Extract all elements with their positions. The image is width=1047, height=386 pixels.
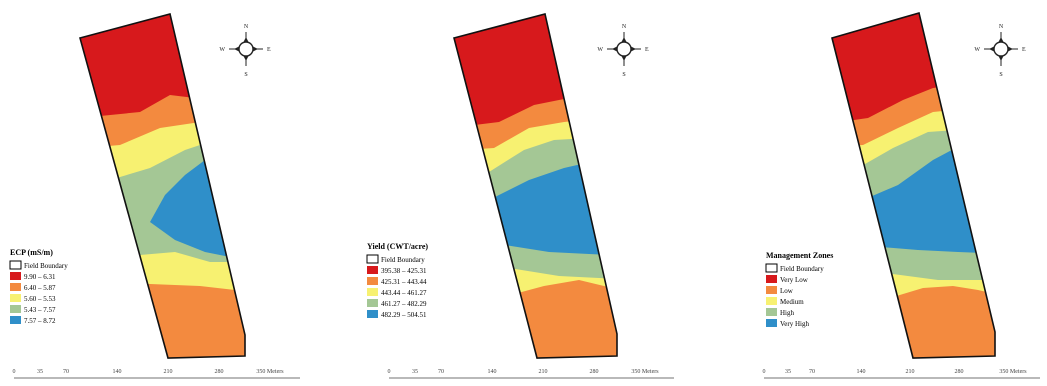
legend-swatch [766,297,777,305]
legend-label: High [780,309,795,317]
north-label: N [244,24,249,30]
legend-title: ECP (mS/m) [10,248,53,257]
scale-bar: 0 35 70 140 210 280 350 Meters [763,369,1040,379]
scale-tick-label: 70 [438,369,444,375]
legend-swatch-boundary [765,263,778,273]
legend-title: Yield (CWT/acre) [367,242,428,251]
scale-tick-label: 140 [113,369,122,375]
scale-tick-label: 0 [763,369,766,375]
legend-label: 5.60 – 5.53 [24,295,56,303]
legend-swatch [367,288,378,296]
scale-tick-label: 280 [955,369,964,375]
east-label: E [267,47,271,53]
north-arrow-icon: N E S W [219,24,271,78]
legend-label: 482.29 – 504.51 [381,311,427,319]
scale-tick-label: 35 [785,369,791,375]
west-label: W [597,47,603,53]
legend-label: Low [780,287,794,295]
scale-tick-label: 350 Meters [631,369,659,375]
legend-swatch-boundary [366,254,379,264]
legend-swatch [10,283,21,291]
map-panel-ecp: N E S W ECP (mS/m) Field Boundary 9.90 –… [9,13,300,379]
legend: ECP (mS/m) Field Boundary 9.90 – 6.31 6.… [9,248,68,325]
legend-label: 443.44 – 461.27 [381,289,427,297]
scale-tick-label: 210 [906,369,915,375]
field-boundary [79,13,246,359]
scale-tick-label: 35 [412,369,418,375]
legend-swatch [367,277,378,285]
scale-tick-label: 0 [388,369,391,375]
field-boundary [453,13,618,359]
scale-bar: 0 35 70 140 210 280 350 Meters [388,369,674,379]
legend-label: 425.31 – 443.44 [381,278,427,286]
legend: Management Zones Field Boundary Very Low… [765,251,833,328]
legend-label: 6.40 – 5.87 [24,284,56,292]
legend-label: 5.43 – 7.57 [24,306,56,314]
legend-label: 461.27 – 482.29 [381,300,427,308]
legend-swatch [10,316,21,324]
legend-swatch [10,272,21,280]
legend-label: Field Boundary [24,262,68,270]
scale-tick-label: 210 [539,369,548,375]
scale-tick-label: 350 Meters [256,369,284,375]
scale-tick-label: 0 [13,369,16,375]
legend-title: Management Zones [766,251,833,260]
scale-tick-label: 70 [63,369,69,375]
legend-label: Very High [780,320,809,328]
scale-tick-label: 210 [164,369,173,375]
legend-swatch [766,275,777,283]
legend-label: 9.90 – 6.31 [24,273,56,281]
south-label: S [622,72,625,78]
scale-tick-label: 350 Meters [999,369,1027,375]
legend-label: 395.38 – 425.31 [381,267,427,275]
north-label: N [622,24,627,30]
legend: Yield (CWT/acre) Field Boundary 395.38 –… [366,242,428,319]
legend-swatch [10,305,21,313]
scale-tick-label: 70 [809,369,815,375]
map-panel-yield: N E S W Yield (CWT/acre) Field Boundary … [366,13,674,379]
scale-tick-label: 35 [37,369,43,375]
field-zones [454,14,617,358]
scale-tick-label: 140 [488,369,497,375]
legend-label: Field Boundary [780,265,824,273]
north-arrow-icon: N E S W [974,24,1026,78]
legend-swatch [367,299,378,307]
legend-label: 7.57 – 8.72 [24,317,56,325]
west-label: W [219,47,225,53]
legend-label: Field Boundary [381,256,425,264]
map-panel-management-zones: N E S W Management Zones Field Boundary … [763,11,1040,379]
legend-swatch [766,286,777,294]
scale-tick-label: 140 [857,369,866,375]
legend-swatch-boundary [9,260,22,270]
field-boundary [831,11,996,359]
field-zones [80,14,245,358]
legend-swatch [766,319,777,327]
east-label: E [645,47,649,53]
west-label: W [974,47,980,53]
scale-bar: 0 35 70 140 210 280 350 Meters [13,369,300,379]
south-label: S [999,72,1002,78]
field-zones [832,13,995,358]
south-label: S [244,72,247,78]
north-label: N [999,24,1004,30]
legend-swatch [766,308,777,316]
legend-swatch [367,310,378,318]
east-label: E [1022,47,1026,53]
north-arrow-icon: N E S W [597,24,649,78]
legend-swatch [10,294,21,302]
legend-label: Very Low [780,276,809,284]
legend-swatch [367,266,378,274]
scale-tick-label: 280 [590,369,599,375]
scale-tick-label: 280 [215,369,224,375]
legend-label: Medium [780,298,804,306]
